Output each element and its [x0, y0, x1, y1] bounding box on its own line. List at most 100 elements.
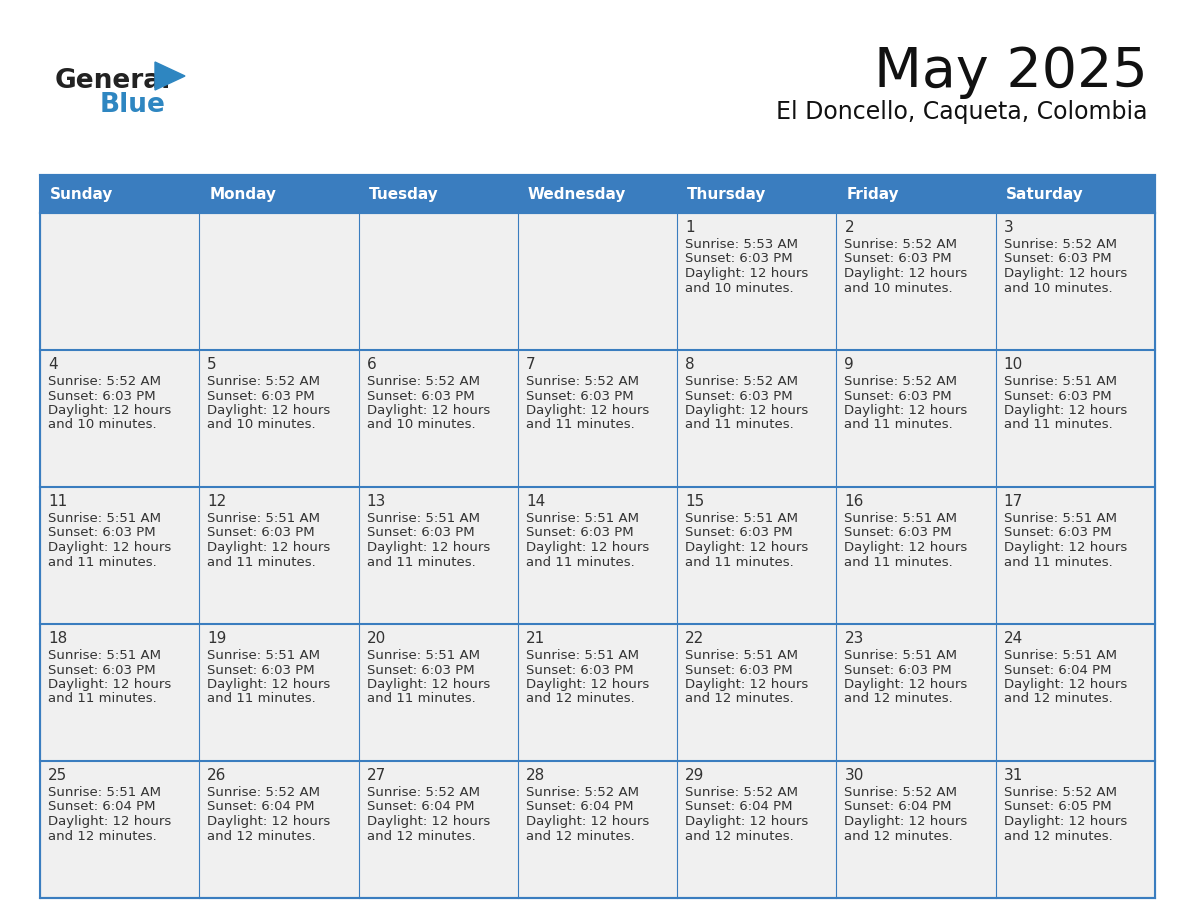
Text: Sunrise: 5:52 AM: Sunrise: 5:52 AM	[1004, 238, 1117, 251]
Text: 17: 17	[1004, 494, 1023, 509]
Text: Daylight: 12 hours: Daylight: 12 hours	[367, 404, 489, 417]
Text: El Doncello, Caqueta, Colombia: El Doncello, Caqueta, Colombia	[777, 100, 1148, 124]
Bar	[359, 213, 518, 350]
Bar	[836, 350, 996, 487]
Text: and 11 minutes.: and 11 minutes.	[48, 692, 157, 706]
Text: Sunset: 6:04 PM: Sunset: 6:04 PM	[207, 800, 315, 813]
Text: Daylight: 12 hours: Daylight: 12 hours	[685, 815, 808, 828]
Text: and 12 minutes.: and 12 minutes.	[367, 830, 475, 843]
Bar	[359, 350, 518, 487]
Bar	[518, 213, 677, 350]
Text: and 12 minutes.: and 12 minutes.	[1004, 692, 1112, 706]
Text: Sunset: 6:05 PM: Sunset: 6:05 PM	[1004, 800, 1111, 813]
Text: Daylight: 12 hours: Daylight: 12 hours	[367, 815, 489, 828]
Text: Sunrise: 5:51 AM: Sunrise: 5:51 AM	[48, 649, 162, 662]
Text: and 11 minutes.: and 11 minutes.	[1004, 555, 1112, 568]
Bar	[677, 761, 836, 898]
Text: and 12 minutes.: and 12 minutes.	[685, 692, 794, 706]
Text: 10: 10	[1004, 357, 1023, 372]
Text: Sunrise: 5:51 AM: Sunrise: 5:51 AM	[1004, 649, 1117, 662]
Text: Daylight: 12 hours: Daylight: 12 hours	[685, 267, 808, 280]
Text: Sunrise: 5:52 AM: Sunrise: 5:52 AM	[207, 786, 321, 799]
Text: Daylight: 12 hours: Daylight: 12 hours	[526, 404, 649, 417]
Text: Monday: Monday	[209, 186, 277, 201]
Bar	[996, 350, 1155, 487]
Text: Tuesday: Tuesday	[368, 186, 438, 201]
Text: and 11 minutes.: and 11 minutes.	[845, 555, 953, 568]
Text: Sunrise: 5:53 AM: Sunrise: 5:53 AM	[685, 238, 798, 251]
Text: Daylight: 12 hours: Daylight: 12 hours	[1004, 678, 1127, 691]
Bar	[40, 487, 200, 624]
Text: Daylight: 12 hours: Daylight: 12 hours	[1004, 815, 1127, 828]
Text: Sunset: 6:03 PM: Sunset: 6:03 PM	[526, 389, 633, 402]
Text: and 10 minutes.: and 10 minutes.	[367, 419, 475, 431]
Text: and 11 minutes.: and 11 minutes.	[48, 555, 157, 568]
Text: May 2025: May 2025	[874, 45, 1148, 99]
Text: 7: 7	[526, 357, 536, 372]
Text: and 10 minutes.: and 10 minutes.	[845, 282, 953, 295]
Text: and 10 minutes.: and 10 minutes.	[207, 419, 316, 431]
Text: Sunrise: 5:51 AM: Sunrise: 5:51 AM	[526, 649, 639, 662]
Text: Daylight: 12 hours: Daylight: 12 hours	[685, 678, 808, 691]
Text: Sunset: 6:03 PM: Sunset: 6:03 PM	[845, 252, 952, 265]
Text: Sunset: 6:03 PM: Sunset: 6:03 PM	[526, 527, 633, 540]
Polygon shape	[154, 62, 185, 90]
Text: 18: 18	[48, 631, 68, 646]
Text: 8: 8	[685, 357, 695, 372]
Bar	[40, 175, 1155, 213]
Bar	[836, 761, 996, 898]
Text: Sunrise: 5:51 AM: Sunrise: 5:51 AM	[207, 512, 321, 525]
Text: Sunrise: 5:51 AM: Sunrise: 5:51 AM	[685, 649, 798, 662]
Text: 16: 16	[845, 494, 864, 509]
Bar	[40, 175, 1155, 898]
Text: Sunrise: 5:51 AM: Sunrise: 5:51 AM	[685, 512, 798, 525]
Text: Sunrise: 5:52 AM: Sunrise: 5:52 AM	[367, 375, 480, 388]
Text: and 10 minutes.: and 10 minutes.	[685, 282, 794, 295]
Text: Sunset: 6:03 PM: Sunset: 6:03 PM	[48, 389, 156, 402]
Text: and 12 minutes.: and 12 minutes.	[685, 830, 794, 843]
Text: 22: 22	[685, 631, 704, 646]
Bar	[518, 487, 677, 624]
Text: Sunset: 6:03 PM: Sunset: 6:03 PM	[1004, 252, 1111, 265]
Text: Sunset: 6:03 PM: Sunset: 6:03 PM	[207, 664, 315, 677]
Text: 9: 9	[845, 357, 854, 372]
Text: 2: 2	[845, 220, 854, 235]
Text: Sunrise: 5:52 AM: Sunrise: 5:52 AM	[367, 786, 480, 799]
Text: Sunset: 6:03 PM: Sunset: 6:03 PM	[845, 527, 952, 540]
Text: 6: 6	[367, 357, 377, 372]
Text: Daylight: 12 hours: Daylight: 12 hours	[207, 678, 330, 691]
Text: 11: 11	[48, 494, 68, 509]
Text: 30: 30	[845, 768, 864, 783]
Text: and 11 minutes.: and 11 minutes.	[526, 419, 634, 431]
Text: Daylight: 12 hours: Daylight: 12 hours	[1004, 404, 1127, 417]
Text: 3: 3	[1004, 220, 1013, 235]
Text: Sunrise: 5:51 AM: Sunrise: 5:51 AM	[845, 512, 958, 525]
Text: Sunset: 6:03 PM: Sunset: 6:03 PM	[367, 527, 474, 540]
Text: Daylight: 12 hours: Daylight: 12 hours	[367, 678, 489, 691]
Text: Sunset: 6:03 PM: Sunset: 6:03 PM	[685, 664, 792, 677]
Text: Sunrise: 5:51 AM: Sunrise: 5:51 AM	[207, 649, 321, 662]
Text: Sunset: 6:03 PM: Sunset: 6:03 PM	[845, 389, 952, 402]
Text: Daylight: 12 hours: Daylight: 12 hours	[1004, 541, 1127, 554]
Bar	[518, 761, 677, 898]
Text: and 11 minutes.: and 11 minutes.	[207, 555, 316, 568]
Text: Friday: Friday	[846, 186, 899, 201]
Text: Sunset: 6:04 PM: Sunset: 6:04 PM	[48, 800, 156, 813]
Text: 31: 31	[1004, 768, 1023, 783]
Text: and 12 minutes.: and 12 minutes.	[48, 830, 157, 843]
Text: Sunset: 6:03 PM: Sunset: 6:03 PM	[526, 664, 633, 677]
Text: 24: 24	[1004, 631, 1023, 646]
Text: Sunday: Sunday	[50, 186, 113, 201]
Text: 19: 19	[207, 631, 227, 646]
Text: and 12 minutes.: and 12 minutes.	[845, 692, 953, 706]
Text: 15: 15	[685, 494, 704, 509]
Text: 20: 20	[367, 631, 386, 646]
Text: Blue: Blue	[100, 92, 166, 118]
Text: and 12 minutes.: and 12 minutes.	[526, 692, 634, 706]
Bar	[996, 213, 1155, 350]
Text: Sunset: 6:03 PM: Sunset: 6:03 PM	[367, 389, 474, 402]
Bar	[836, 487, 996, 624]
Bar	[200, 350, 359, 487]
Text: 23: 23	[845, 631, 864, 646]
Text: 28: 28	[526, 768, 545, 783]
